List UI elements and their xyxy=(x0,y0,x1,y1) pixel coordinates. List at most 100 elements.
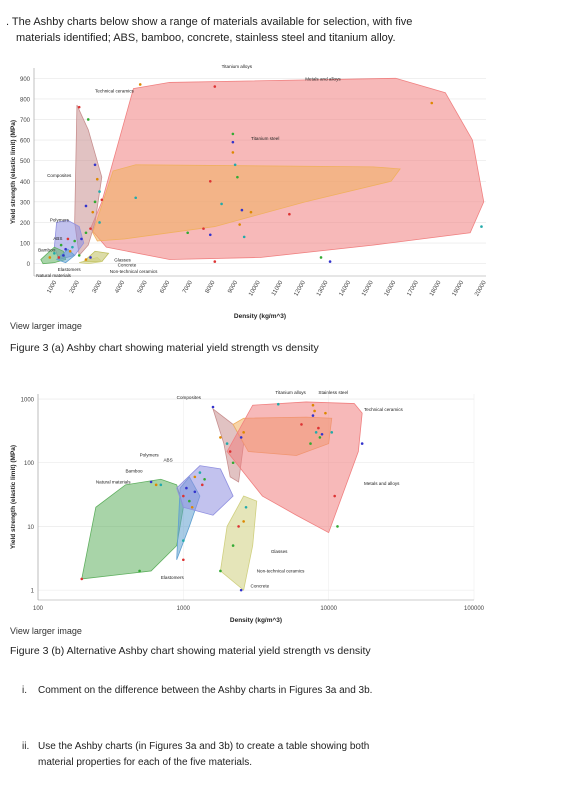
data-point xyxy=(236,175,239,179)
x-tick-label: 5000 xyxy=(137,279,149,294)
data-point xyxy=(77,105,81,109)
ashby-chart-log: 1 10 100 1000 100 1000 10000 100000 Titanium all… xyxy=(6,384,496,624)
data-point xyxy=(73,239,76,243)
y-tick-label: 600 xyxy=(20,139,31,145)
y-tick-label: 100 xyxy=(24,461,35,467)
question-1: i. Comment on the difference between the … xyxy=(22,683,372,699)
data-point xyxy=(138,569,141,573)
data-point xyxy=(208,179,212,183)
x-tick-label: 11000 xyxy=(271,279,285,297)
data-point xyxy=(62,254,65,257)
data-point xyxy=(242,235,246,239)
data-point xyxy=(219,569,222,573)
data-point xyxy=(64,247,67,251)
label-non-technical-ceramics: Non-technical ceramics xyxy=(257,568,305,573)
label-bamboo: Bamboo xyxy=(38,247,56,252)
data-point xyxy=(238,223,241,226)
data-point xyxy=(219,436,222,439)
x-tick-label: 19000 xyxy=(452,279,466,297)
data-point xyxy=(242,520,245,523)
data-point xyxy=(203,477,206,481)
data-point xyxy=(220,202,223,206)
intro-line-2: materials identified; ABS, bamboo, concr… xyxy=(16,32,396,44)
data-point xyxy=(480,225,483,228)
data-point xyxy=(213,260,217,263)
x-tick-label: 10000 xyxy=(320,606,337,612)
x-axis-title: Density (kg/m^3) xyxy=(230,616,282,624)
data-point xyxy=(231,544,235,547)
data-point xyxy=(84,204,88,208)
data-point xyxy=(276,402,280,406)
data-point xyxy=(231,132,235,136)
y-axis-title: Yield strength (elastic limit) (MPa) xyxy=(10,445,17,549)
data-point xyxy=(193,490,197,494)
label-metals-and-alloys: Metals and alloys xyxy=(364,481,400,486)
data-point xyxy=(185,486,188,490)
data-point xyxy=(100,198,104,202)
data-point xyxy=(138,83,142,86)
x-tick-label: 13000 xyxy=(316,279,330,297)
data-point xyxy=(320,432,324,436)
data-point xyxy=(80,237,83,241)
x-tick-label: 18000 xyxy=(429,279,443,297)
y-tick-label: 400 xyxy=(20,180,31,186)
question-1-number: i. xyxy=(22,685,27,696)
data-point xyxy=(336,525,339,528)
intro-text: . The Ashby charts below show a range of… xyxy=(6,14,556,46)
data-point xyxy=(93,200,97,204)
view-larger-image-link-a[interactable]: View larger image xyxy=(10,321,82,331)
data-point xyxy=(330,431,334,434)
label-abs: ABS xyxy=(163,457,172,462)
data-point xyxy=(300,423,303,426)
x-tick-label: 1000 xyxy=(177,606,191,612)
data-point xyxy=(239,436,243,439)
data-point xyxy=(77,254,81,257)
x-tick-label: 100000 xyxy=(464,606,485,612)
data-point xyxy=(59,243,63,247)
data-point xyxy=(89,256,92,259)
data-point xyxy=(134,196,137,200)
data-point xyxy=(71,245,74,249)
label-glasses: Glasses xyxy=(271,549,288,554)
figure-a-caption: Figure 3 (a) Ashby chart showing materia… xyxy=(10,342,319,354)
data-point xyxy=(202,227,205,230)
region-natural-materials xyxy=(81,478,184,580)
label-bamboo: Bamboo xyxy=(125,469,143,474)
data-point xyxy=(333,494,336,498)
x-tick-label: 4000 xyxy=(114,279,126,294)
data-point xyxy=(80,577,84,581)
data-point xyxy=(239,588,243,592)
label-titanium-alloys: Titanium alloys xyxy=(275,390,306,395)
data-point xyxy=(360,442,364,445)
data-point xyxy=(182,494,185,498)
view-larger-image-link-b[interactable]: View larger image xyxy=(10,626,82,636)
region-composites xyxy=(92,164,401,242)
data-point xyxy=(89,227,92,230)
x-tick-label: 20000 xyxy=(474,279,488,297)
label-elastomers: Elastomers xyxy=(58,267,82,272)
data-point xyxy=(317,426,320,430)
data-point xyxy=(84,231,88,235)
data-point xyxy=(53,252,56,255)
data-point xyxy=(240,208,244,212)
x-tick-label: 12000 xyxy=(293,279,307,297)
label-metals-and-alloys: Metals and alloys xyxy=(305,76,341,81)
question-1-text: Comment on the difference between the As… xyxy=(38,685,373,696)
x-tick-label: 100 xyxy=(33,606,44,612)
y-tick-label: 900 xyxy=(20,77,31,83)
ashby-chart-linear: 0 100 200 300 400 500 600 700 800 900 1000 2000 3000… xyxy=(6,60,496,322)
y-tick-label: 200 xyxy=(20,221,31,227)
label-glasses: Glasses xyxy=(114,258,131,263)
x-tick-label: 6000 xyxy=(159,279,171,294)
x-tick-label: 9000 xyxy=(227,279,239,294)
data-point xyxy=(213,85,217,88)
question-2-text: Use the Ashby charts (in Figures 3a and … xyxy=(38,741,370,752)
x-tick-label: 14000 xyxy=(339,279,353,297)
x-tick-label: 10000 xyxy=(248,279,262,297)
y-axis-title: Yield strength (elastic limit) (MPa) xyxy=(10,120,17,224)
data-point xyxy=(66,237,70,241)
label-polymers: Polymers xyxy=(50,217,70,222)
data-point xyxy=(231,461,235,465)
region-metals-and-alloys xyxy=(226,401,363,534)
x-tick-label: 7000 xyxy=(182,279,194,294)
